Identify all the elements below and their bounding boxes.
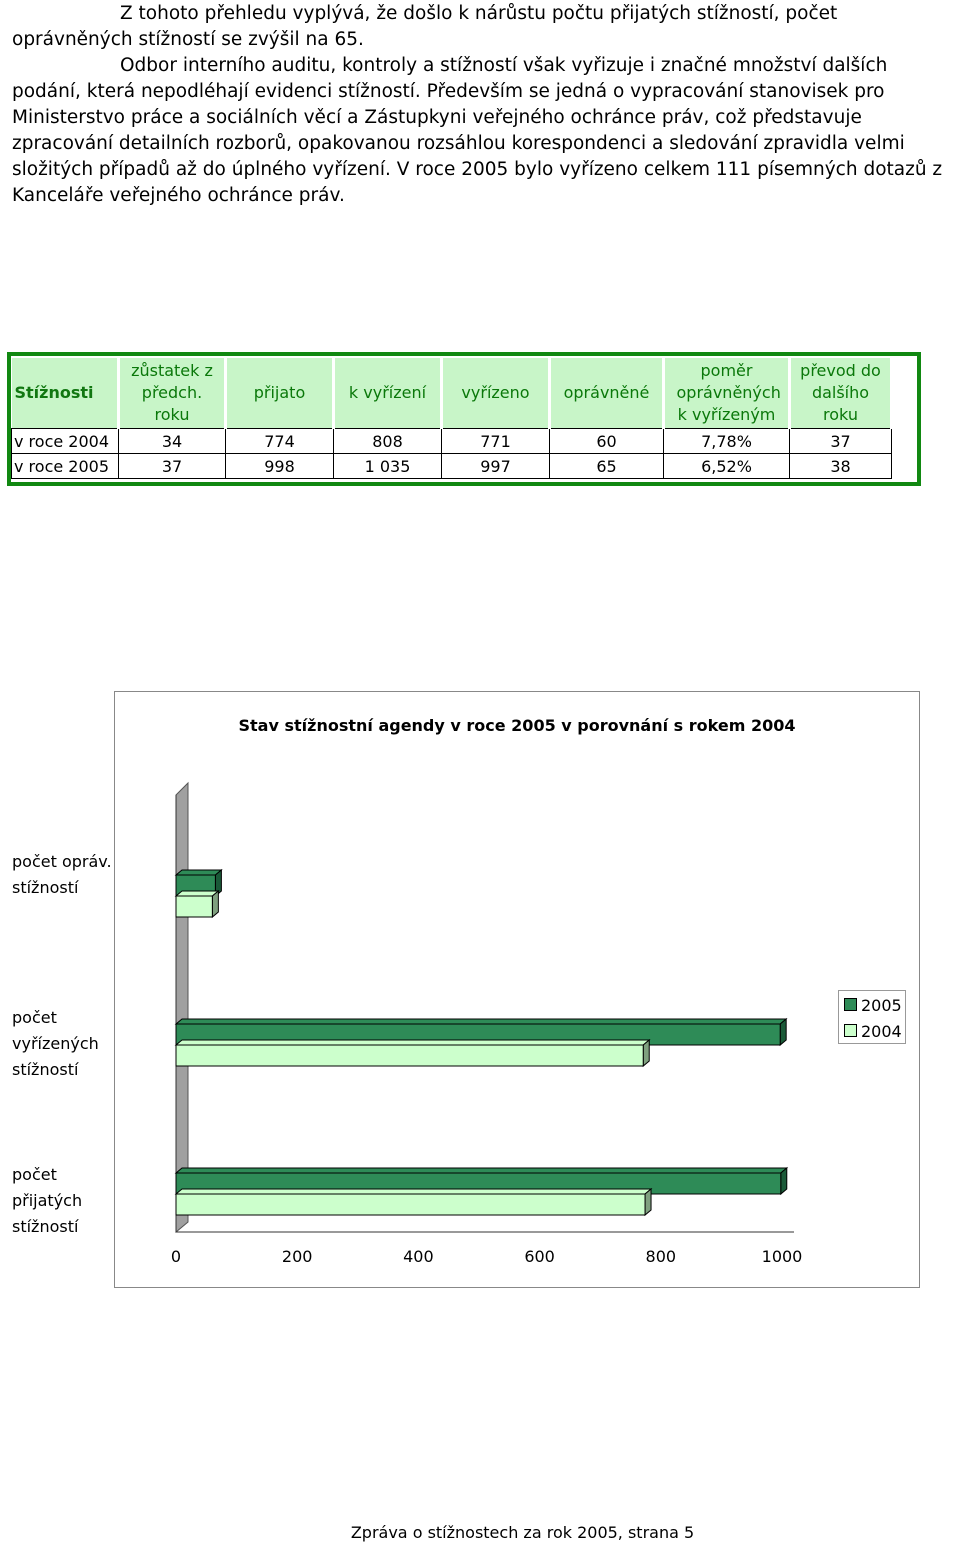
chart-legend: 2005 2004 [838,990,906,1044]
complaints-table: Stížnosti zůstatek z předch. roku přijat… [11,358,893,479]
legend-swatch [844,1024,857,1037]
table-cell: 997 [441,453,550,479]
header-cell: poměr oprávněných k vyřízeným [663,358,791,429]
header-cell: přijato [225,358,335,429]
bar-side-face [779,1017,787,1047]
bar-top-face [174,1167,789,1174]
bar [175,895,213,918]
bar-top-face [174,1039,651,1046]
bar [175,1193,646,1216]
bar-top-face [174,890,220,897]
bar-side-face [644,1187,652,1217]
bar [175,1044,644,1067]
table-row: v roce 2004 34 774 808 771 60 7,78% 37 [11,428,892,454]
category-label: počet opráv. stížností [12,852,112,897]
header-cell: vyřízeno [441,358,551,429]
table-cell: 6,52% [663,453,790,479]
x-tick-label: 400 [403,1247,434,1266]
intro-paragraph: Z tohoto přehledu vyplývá, že došlo k ná… [12,1,952,53]
table-cell: 34 [118,428,226,454]
table-cell: v roce 2004 [11,428,119,454]
table-header-row: Stížnosti zůstatek z předch. roku přijat… [11,358,893,429]
table-cell: 65 [549,453,664,479]
table-cell: 1 035 [333,453,442,479]
x-tick-label: 200 [282,1247,313,1266]
header-cell: převod do dalšího roku [789,358,893,429]
table-cell: 808 [333,428,442,454]
bar-side-face [780,1166,788,1196]
bar-side-face [211,889,219,919]
complaints-table-frame: Stížnosti zůstatek z předch. roku přijat… [7,352,921,486]
table-row: v roce 2005 37 998 1 035 997 65 6,52% 38 [11,453,892,479]
body-paragraph: Odbor interního auditu, kontroly a stížn… [12,53,952,209]
category-label: počet přijatých stížností [12,1165,83,1236]
bar-top-face [174,1018,788,1025]
intro-paragraph-text: Z tohoto přehledu vyplývá, že došlo k ná… [12,3,838,50]
header-cell: oprávněné [549,358,665,429]
bar-top-face [174,1188,653,1195]
category-label: počet vyřízených stížností [12,1008,99,1079]
axis-wall [175,781,189,1234]
table-cell: 774 [225,428,334,454]
header-cell: Stížnosti [11,358,120,429]
table-cell: 771 [441,428,550,454]
x-tick-label: 600 [524,1247,555,1266]
legend-item: 2004 [844,1021,905,1047]
table-cell: 7,78% [663,428,790,454]
legend-swatch [844,998,857,1011]
chart-title: Stav stížnostní agendy v roce 2005 v por… [238,716,796,735]
table-cell: 998 [225,453,334,479]
bar-top-face [174,869,223,876]
table-cell: 38 [789,453,892,479]
table-cell: 37 [118,453,226,479]
page-footer: Zpráva o stížnostech za rok 2005, strana… [0,1523,960,1542]
table-cell: 60 [549,428,664,454]
x-tick-label: 800 [646,1247,677,1266]
footer-text: Zpráva o stížnostech za rok 2005, strana… [350,1523,695,1542]
bar-side-face [642,1038,650,1068]
legend-item: 2005 [844,995,905,1021]
legend-label: 2005 [861,996,902,1015]
header-cell: zůstatek z předch. roku [118,358,227,429]
header-cell: k vyřízení [333,358,443,429]
x-tick-label: 0 [171,1247,181,1266]
body-paragraph-text: Odbor interního auditu, kontroly a stížn… [12,55,943,206]
x-tick-label: 1000 [762,1247,803,1266]
legend-label: 2004 [861,1022,902,1041]
table-cell: 37 [789,428,892,454]
table-cell: v roce 2005 [11,453,119,479]
